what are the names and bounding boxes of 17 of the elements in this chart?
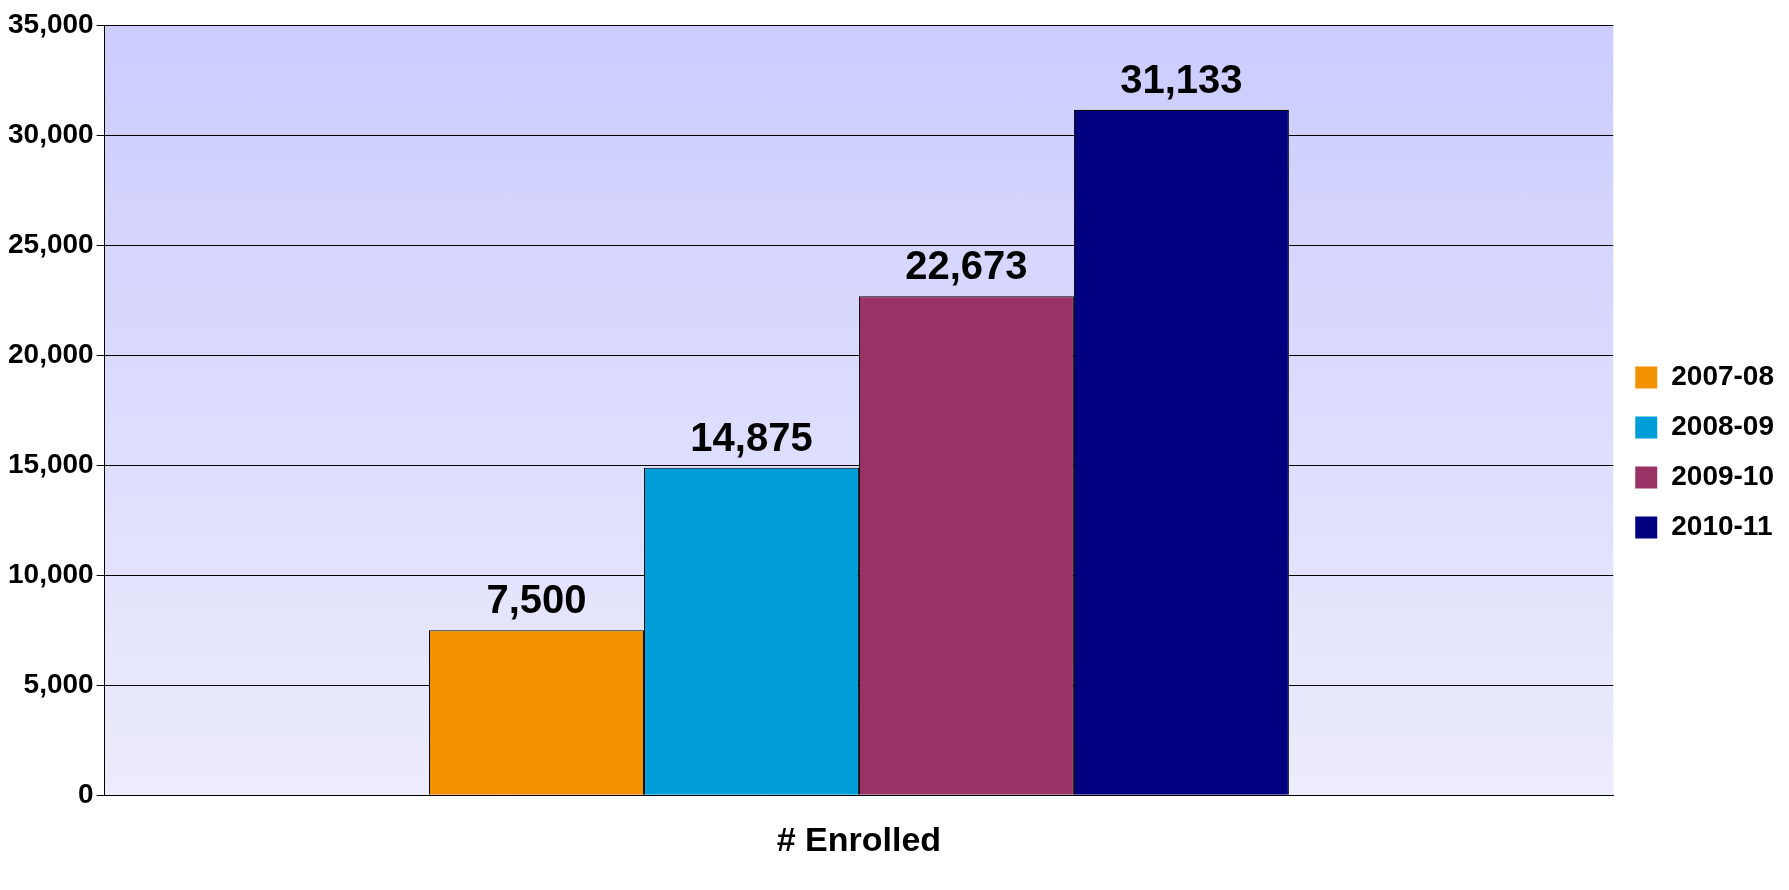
y-tick-label: 20,000 xyxy=(8,337,94,369)
legend-label: 2008-09 xyxy=(1671,410,1775,442)
y-tick-label: 35,000 xyxy=(8,7,94,39)
y-tick-label: 25,000 xyxy=(8,227,94,259)
data-label: 22,673 xyxy=(905,243,1028,288)
y-tick-label: 5,000 xyxy=(23,667,94,699)
legend-label: 2009-10 xyxy=(1671,460,1775,492)
legend-label: 2007-08 xyxy=(1671,360,1775,392)
y-tick-label: 10,000 xyxy=(8,557,94,589)
data-label: 31,133 xyxy=(1120,57,1243,102)
y-tick-label: 30,000 xyxy=(8,117,94,149)
y-tick-label: 15,000 xyxy=(8,447,94,479)
legend-label: 2010-11 xyxy=(1671,510,1773,542)
data-label: 14,875 xyxy=(690,414,813,459)
data-label: 7,500 xyxy=(486,577,587,622)
y-tick-label: 0 xyxy=(78,777,94,809)
x-tick-label: # Enrolled xyxy=(776,819,942,858)
